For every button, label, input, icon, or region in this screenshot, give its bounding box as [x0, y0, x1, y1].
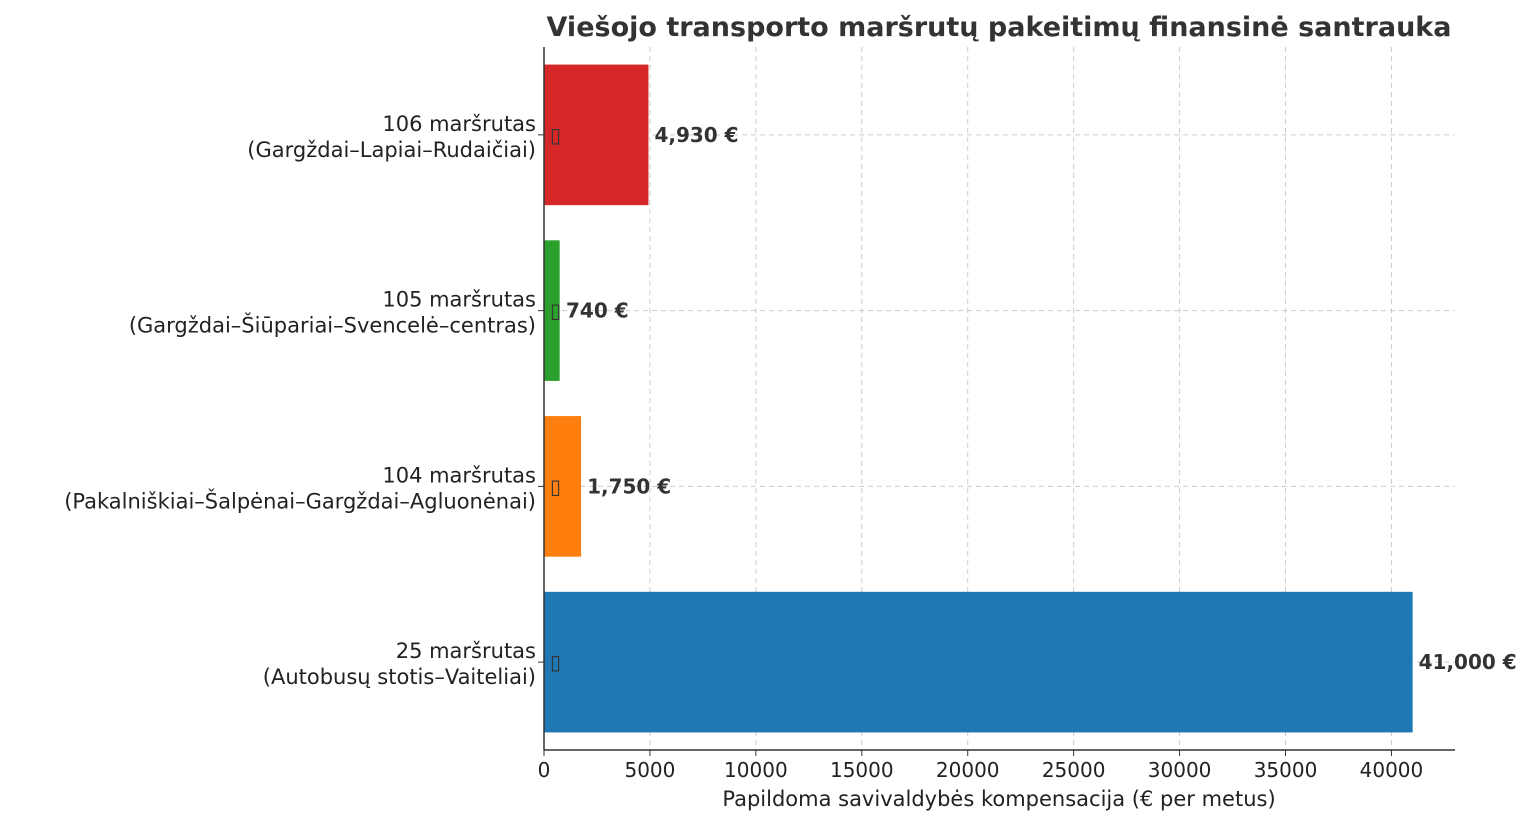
bar-2	[544, 240, 560, 381]
y-tick-label-3-route: 106 maršrutas	[382, 112, 536, 136]
x-axis-label: Papildoma savivaldybės kompensacija (€ p…	[722, 787, 1275, 811]
bar-1	[544, 416, 582, 557]
x-tick-label-5: 25000	[1042, 758, 1106, 782]
y-tick-label-2-route: 105 maršrutas	[382, 288, 536, 312]
x-tick-label-6: 30000	[1148, 758, 1212, 782]
x-tick-label-1: 5000	[624, 758, 675, 782]
bar-marker-0: ▯	[550, 650, 561, 674]
grid-lines	[544, 47, 1455, 750]
x-tick-label-4: 20000	[936, 758, 1000, 782]
value-label-3: 4,930 €	[654, 123, 738, 147]
x-tick-label-8: 40000	[1360, 758, 1424, 782]
y-tick-label-0-route: 25 maršrutas	[396, 639, 536, 663]
bar-marker-3: ▯	[550, 123, 561, 147]
y-tick-labels: 25 maršrutas(Autobusų stotis–Vaiteliai) 1…	[64, 112, 536, 689]
y-tick-label-2-stops: (Gargždai–Šiūpariai–Svencelė–centras)	[129, 313, 536, 338]
value-label-2: 740 €	[566, 299, 629, 323]
bar-marker-2: ▯	[550, 299, 561, 323]
x-tick-labels: 0 5000 10000 15000 20000 25000 30000 35000 40000	[538, 758, 1424, 782]
value-label-1: 1,750 €	[587, 474, 671, 498]
y-tick-label-3-stops: (Gargždai–Lapiai–Rudaičiai)	[247, 138, 536, 162]
bar-0	[544, 591, 1413, 733]
bar-marker-1: ▯	[550, 474, 561, 498]
x-tick-label-2: 10000	[724, 758, 788, 782]
x-tick-label-3: 15000	[830, 758, 894, 782]
x-tick-label-0: 0	[538, 758, 551, 782]
x-tick-label-7: 35000	[1254, 758, 1318, 782]
bars	[544, 64, 1413, 733]
value-labels: ▯ 41,000 €▯ 1,750 €▯ 740 €▯ 4,930 €	[550, 123, 1517, 674]
chart-title: Viešojo transporto maršrutų pakeitimų fi…	[547, 12, 1452, 43]
value-label-0: 41,000 €	[1419, 650, 1517, 674]
bar-3	[544, 64, 649, 206]
y-tick-label-1-stops: (Pakalniškiai–Šalpėnai–Gargždai–Agluonėn…	[64, 488, 536, 513]
y-tick-label-0-stops: (Autobusų stotis–Vaiteliai)	[263, 665, 536, 689]
axes	[538, 47, 1455, 756]
y-tick-label-1-route: 104 maršrutas	[382, 463, 536, 487]
